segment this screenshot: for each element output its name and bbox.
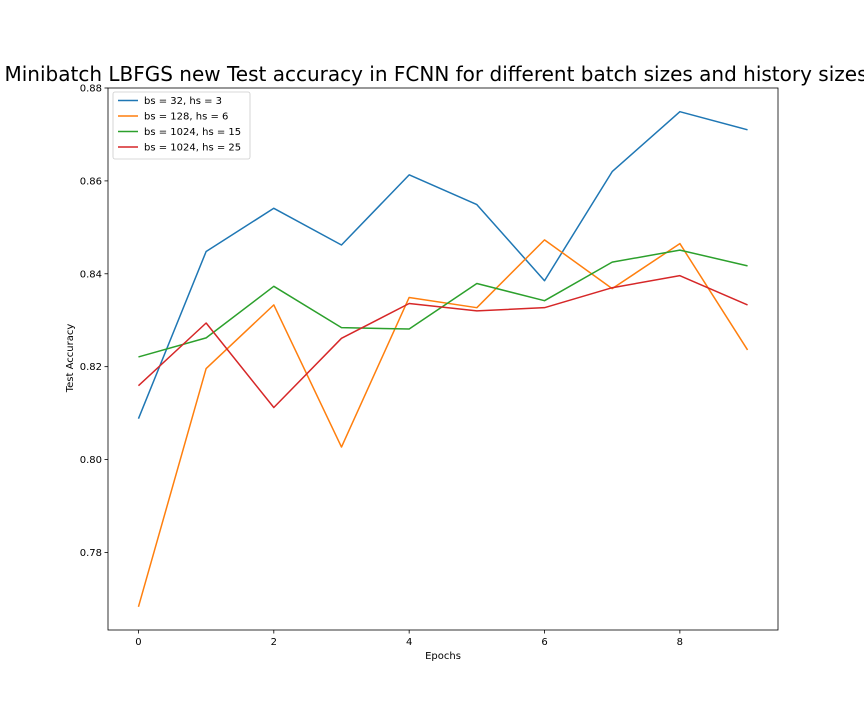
series-line-1 — [137, 110, 748, 419]
y-tick-label: 0.78 — [80, 548, 102, 559]
y-axis-label: Test Accuracy — [65, 324, 76, 394]
legend-label-1: bs = 32, hs = 3 — [144, 96, 222, 107]
y-tick-label: 0.88 — [80, 84, 102, 95]
legend-box — [112, 91, 251, 160]
chart-title: Minibatch LBFGS new Test accuracy in FCN… — [4, 62, 864, 86]
legend-label-3: bs = 1024, hs = 15 — [144, 127, 241, 138]
axes-frame — [107, 87, 779, 631]
series-line-4 — [137, 274, 748, 409]
legend-label-4: bs = 1024, hs = 25 — [144, 143, 241, 154]
y-tick-label: 0.86 — [80, 176, 102, 187]
y-tick-label: 0.84 — [80, 269, 102, 280]
x-tick-label: 8 — [677, 637, 683, 648]
series-line-2 — [137, 239, 749, 607]
x-tick-label: 2 — [271, 637, 277, 648]
y-tick-label: 0.80 — [80, 455, 102, 466]
x-tick-label: 6 — [541, 637, 547, 648]
series-line-3 — [138, 249, 748, 358]
x-tick-label: 0 — [135, 637, 141, 648]
plot-area: 0 2 4 6 8 0.78 0.80 0.82 0.84 0.86 0.88 bs = 32, hs… — [80, 84, 779, 648]
x-tick-label: 4 — [406, 637, 412, 648]
legend-label-2: bs = 128, hs = 6 — [144, 112, 228, 123]
y-tick-label: 0.82 — [80, 362, 102, 373]
x-axis-label: Epochs — [425, 651, 461, 662]
